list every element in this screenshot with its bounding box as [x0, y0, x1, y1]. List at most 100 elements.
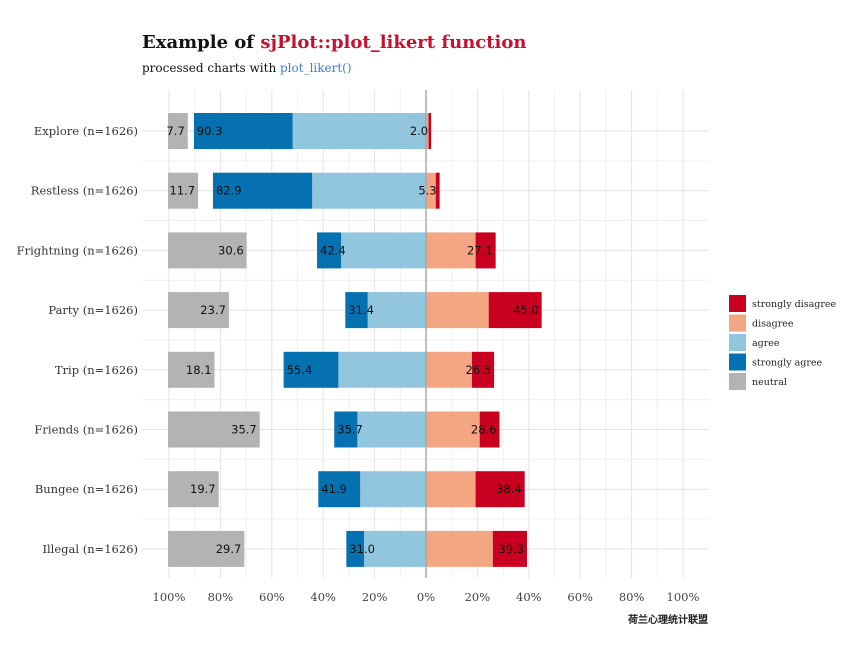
legend: strongly disagree disagree agree strongly a… — [729, 295, 836, 390]
label-frightning-disagree-total: 27.1 — [467, 243, 493, 257]
legend-swatch-strongly-disagree — [729, 295, 746, 312]
chart-subtitle: processed charts with plot_likert() — [142, 61, 352, 75]
legend-label-strongly-disagree: strongly disagree — [752, 299, 836, 310]
label-friends-neutral: 35.7 — [231, 423, 257, 437]
x-tick-label: 20% — [465, 590, 491, 604]
label-bungee-disagree-total: 38.4 — [496, 482, 522, 496]
legend-label-disagree: disagree — [752, 319, 794, 330]
bar-party-agree — [367, 292, 426, 329]
bar-bungee-agree — [360, 471, 426, 508]
bar-illegal-disagree — [426, 530, 493, 567]
bar-restless-neutral — [168, 172, 199, 209]
bar-restless-strongly-disagree — [435, 172, 440, 209]
x-tick-label: 80% — [619, 590, 645, 604]
label-trip-neutral: 18.1 — [186, 363, 212, 377]
label-explore-agree-total: 90.3 — [197, 124, 223, 138]
bar-restless-strongly-agree — [212, 172, 313, 209]
label-explore-disagree-total: 2.0 — [410, 124, 428, 138]
label-bungee-agree-total: 41.9 — [321, 482, 347, 496]
bar-illegal-strongly-disagree — [492, 530, 528, 567]
bar-bungee-neutral — [168, 471, 219, 508]
row-label-restless: Restless (n=1626) — [31, 184, 138, 198]
label-party-neutral: 23.7 — [200, 303, 226, 317]
bar-illegal-strongly-agree — [346, 530, 365, 567]
bars — [168, 113, 542, 567]
label-friends-agree-total: 35.7 — [337, 423, 363, 437]
x-tick-label: 20% — [362, 590, 388, 604]
bar-party-disagree — [426, 292, 489, 329]
legend-swatch-strongly-agree — [729, 353, 746, 371]
label-illegal-disagree-total: 39.3 — [498, 542, 524, 556]
label-restless-neutral: 11.7 — [169, 184, 195, 198]
bar-explore-strongly-disagree — [428, 113, 432, 149]
bar-trip-strongly-agree — [283, 351, 339, 388]
bar-bungee-strongly-agree — [318, 471, 361, 508]
legend-swatch-neutral — [729, 373, 746, 390]
legend-label-strongly-agree: strongly agree — [752, 358, 822, 369]
label-trip-agree-total: 55.4 — [287, 363, 313, 377]
label-restless-agree-total: 82.9 — [216, 184, 242, 198]
bar-friends-neutral — [168, 411, 260, 448]
bar-party-neutral — [168, 292, 229, 329]
legend-swatch-disagree — [729, 314, 746, 332]
label-party-disagree-total: 45.0 — [513, 303, 539, 317]
chart-title-accent: sjPlot::plot_likert function — [260, 32, 526, 53]
value-labels: 7.7 90.3 2.0 11.7 82.9 5.3 30.6 42.4 27.1 23.7 31.… — [166, 124, 538, 556]
bar-trip-disagree — [426, 351, 473, 388]
row-label-bungee: Bungee (n=1626) — [35, 482, 138, 496]
bar-explore-agree — [292, 113, 426, 149]
bar-party-strongly-agree — [345, 292, 368, 329]
chart-subtitle-prefix: processed charts with — [142, 61, 280, 75]
bar-frightning-agree — [341, 232, 426, 269]
bar-friends-agree — [357, 411, 426, 448]
x-tick-label: 40% — [516, 590, 542, 604]
bar-illegal-agree — [364, 530, 426, 567]
legend-swatch-agree — [729, 334, 746, 351]
bar-trip-strongly-disagree — [472, 351, 495, 388]
chart-subtitle-accent: plot_likert() — [280, 61, 352, 75]
caption-watermark: 荷兰心理统计联盟 — [627, 613, 708, 626]
label-illegal-neutral: 29.7 — [216, 542, 242, 556]
legend-label-agree: agree — [752, 338, 780, 349]
legend-label-neutral: neutral — [752, 377, 787, 388]
bar-trip-agree — [338, 351, 426, 388]
bar-frightning-strongly-agree — [317, 232, 342, 269]
row-label-party: Party (n=1626) — [48, 303, 138, 317]
label-illegal-agree-total: 31.0 — [349, 542, 375, 556]
x-tick-label: 40% — [310, 590, 336, 604]
label-frightning-neutral: 30.6 — [218, 243, 244, 257]
label-trip-disagree-total: 26.5 — [465, 363, 491, 377]
label-friends-disagree-total: 28.6 — [471, 423, 497, 437]
axis-labels: Explore (n=1626) Restless (n=1626) Frightn… — [17, 124, 700, 604]
row-label-trip: Trip (n=1626) — [55, 363, 138, 377]
bar-frightning-strongly-disagree — [475, 232, 496, 269]
label-party-agree-total: 31.4 — [348, 303, 374, 317]
x-tick-label: 0% — [417, 590, 435, 604]
bar-bungee-disagree — [426, 471, 476, 508]
bar-restless-disagree — [426, 172, 436, 209]
chart-title-prefix: Example of — [142, 32, 260, 53]
chart-title: Example of sjPlot::plot_likert function — [142, 32, 527, 53]
bar-illegal-neutral — [168, 530, 245, 567]
label-restless-disagree-total: 5.3 — [418, 184, 436, 198]
bar-friends-strongly-disagree — [479, 411, 500, 448]
label-frightning-agree-total: 42.4 — [320, 243, 346, 257]
bar-explore-neutral — [168, 113, 188, 149]
bar-trip-neutral — [168, 351, 215, 388]
bar-party-strongly-disagree — [488, 292, 542, 329]
row-label-frightning: Frightning (n=1626) — [17, 243, 138, 257]
bar-explore-disagree — [426, 113, 429, 149]
bar-bungee-strongly-disagree — [475, 471, 525, 508]
row-label-friends: Friends (n=1626) — [34, 423, 138, 437]
x-tick-label: 100% — [153, 590, 186, 604]
bar-friends-strongly-agree — [334, 411, 358, 448]
label-explore-neutral: 7.7 — [166, 124, 184, 138]
bar-explore-strongly-agree — [193, 113, 293, 149]
row-label-explore: Explore (n=1626) — [34, 124, 138, 138]
x-tick-label: 60% — [259, 590, 285, 604]
x-tick-label: 80% — [208, 590, 234, 604]
bar-frightning-disagree — [426, 232, 476, 269]
bar-frightning-neutral — [168, 232, 247, 269]
x-tick-label: 60% — [567, 590, 593, 604]
